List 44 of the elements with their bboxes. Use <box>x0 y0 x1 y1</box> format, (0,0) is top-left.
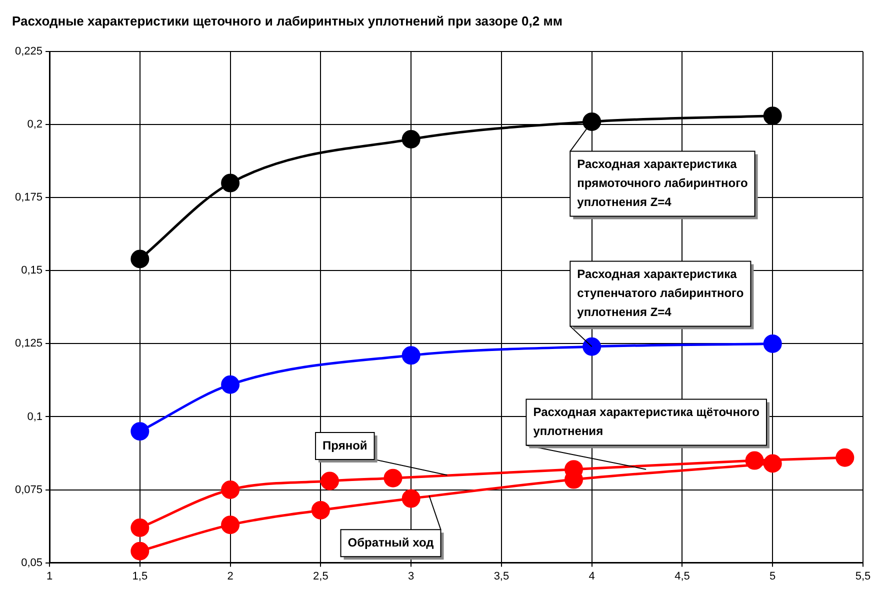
x-tick-label: 1,5 <box>132 570 148 582</box>
y-tick-label: 0,15 <box>21 264 43 277</box>
point <box>402 346 420 365</box>
annotation: Обратный ход <box>348 535 434 550</box>
y-tick-label: 0,075 <box>14 484 43 496</box>
point <box>836 448 854 467</box>
point <box>311 500 330 520</box>
point <box>745 451 764 470</box>
y-tick-label: 0,05 <box>21 556 43 569</box>
point <box>130 542 150 560</box>
y-tick-label: 0,1 <box>27 410 43 423</box>
x-tick-label: 3,5 <box>494 570 510 582</box>
point <box>402 489 420 508</box>
annotation: Расходная характеристика щёточного уплотнения <box>533 405 760 438</box>
point <box>582 112 602 131</box>
chart-title: Расходные характеристики щеточного и лабиринтных уплотнений при зазоре 0,2 мм <box>12 13 562 28</box>
point <box>221 375 240 394</box>
point <box>763 106 782 126</box>
point <box>384 468 402 488</box>
x-tick-label: 3 <box>408 570 414 582</box>
x-tick-label: 2 <box>227 570 234 582</box>
point <box>130 518 150 537</box>
y-tick-label: 0,2 <box>27 118 43 131</box>
x-tick-label: 5,5 <box>855 570 871 582</box>
annotation: Расходная характеристика ступенчатого лабиринтного уплотнения Z=4 <box>577 267 744 320</box>
point <box>130 422 150 441</box>
y-tick-label: 0,125 <box>14 338 43 350</box>
point <box>221 174 240 192</box>
annotation: Пряной <box>322 438 368 452</box>
point <box>402 130 420 148</box>
y-tick-label: 0,175 <box>14 192 43 204</box>
y-tick-label: 0,225 <box>14 46 43 58</box>
point <box>320 472 339 490</box>
x-tick-label: 1 <box>46 570 53 582</box>
x-tick-label: 5 <box>770 570 776 582</box>
point <box>221 480 240 500</box>
x-tick-label: 4,5 <box>674 570 690 582</box>
x-tick-label: 4 <box>588 570 595 582</box>
point <box>221 516 240 534</box>
point <box>763 334 782 353</box>
point <box>582 337 602 356</box>
point <box>130 250 150 268</box>
annotation: Расходная характеристика прямоточного лабиринтного уплотнения Z=4 <box>577 157 748 210</box>
x-tick-label: 2,5 <box>313 570 328 582</box>
